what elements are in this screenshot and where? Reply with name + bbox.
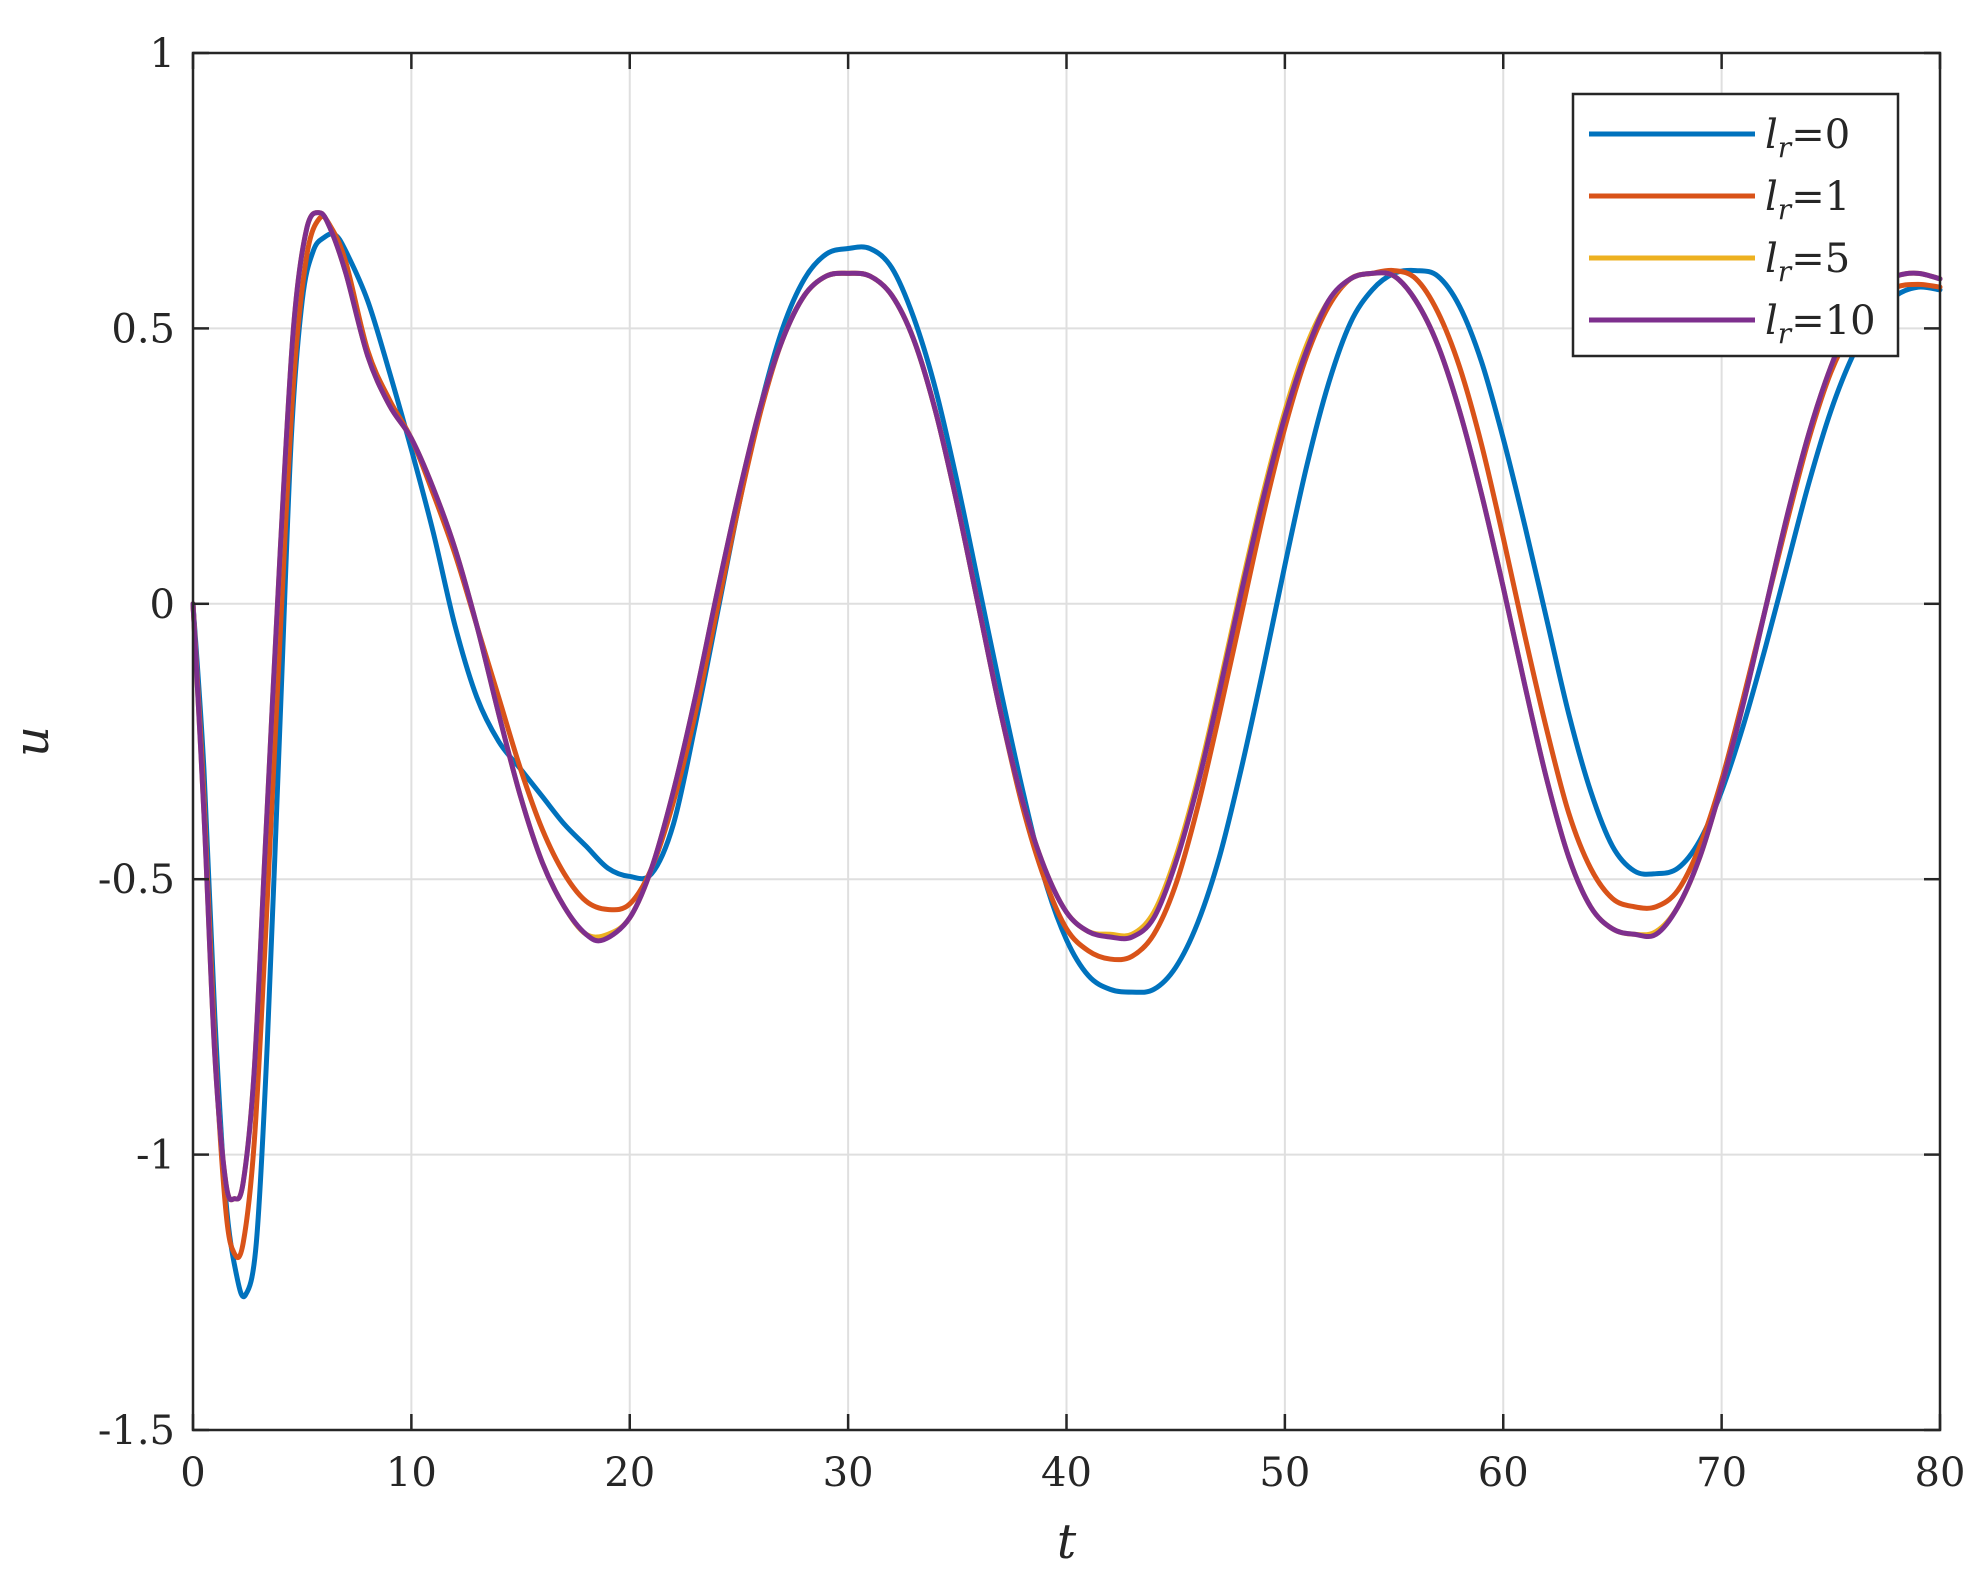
legend-box <box>1571 92 1900 358</box>
x-axis-label: t <box>1057 1514 1077 1570</box>
y-tick-label: -0.5 <box>98 857 175 903</box>
y-tick-label: -1 <box>136 1133 175 1179</box>
x-tick-label: 50 <box>1259 1450 1310 1496</box>
y-tick-label: 1 <box>150 31 175 77</box>
x-tick-label: 30 <box>823 1450 874 1496</box>
series-line-3 <box>190 210 1943 1203</box>
x-tick-label: 0 <box>180 1450 205 1496</box>
y-tick-label: 0.5 <box>111 306 175 352</box>
y-tick-label: 0 <box>150 582 175 628</box>
legend: lr=0 lr=1 lr=5 lr=10 <box>1571 92 1900 358</box>
x-tick-label: 20 <box>604 1450 655 1496</box>
legend-label-2: lr=5 <box>1765 236 1850 288</box>
legend-label-3: lr=10 <box>1765 298 1876 350</box>
x-tick-label: 40 <box>1041 1450 1092 1496</box>
y-axis-label: u <box>4 726 60 757</box>
series-layer <box>190 210 1943 1300</box>
x-tick-label: 60 <box>1478 1450 1529 1496</box>
x-tick-label: 70 <box>1696 1450 1747 1496</box>
y-tick-label: -1.5 <box>98 1408 175 1454</box>
legend-label-0: lr=0 <box>1765 112 1850 164</box>
series-line-0 <box>190 231 1943 1300</box>
legend-label-1: lr=1 <box>1765 174 1850 226</box>
tick-labels: 0 10 20 30 40 50 60 70 80 -1.5 -1 -0.5 0 0.5 1 <box>98 31 1966 1496</box>
x-tick-label: 10 <box>386 1450 437 1496</box>
x-tick-label: 80 <box>1915 1450 1966 1496</box>
tick-marks <box>191 51 1942 1432</box>
